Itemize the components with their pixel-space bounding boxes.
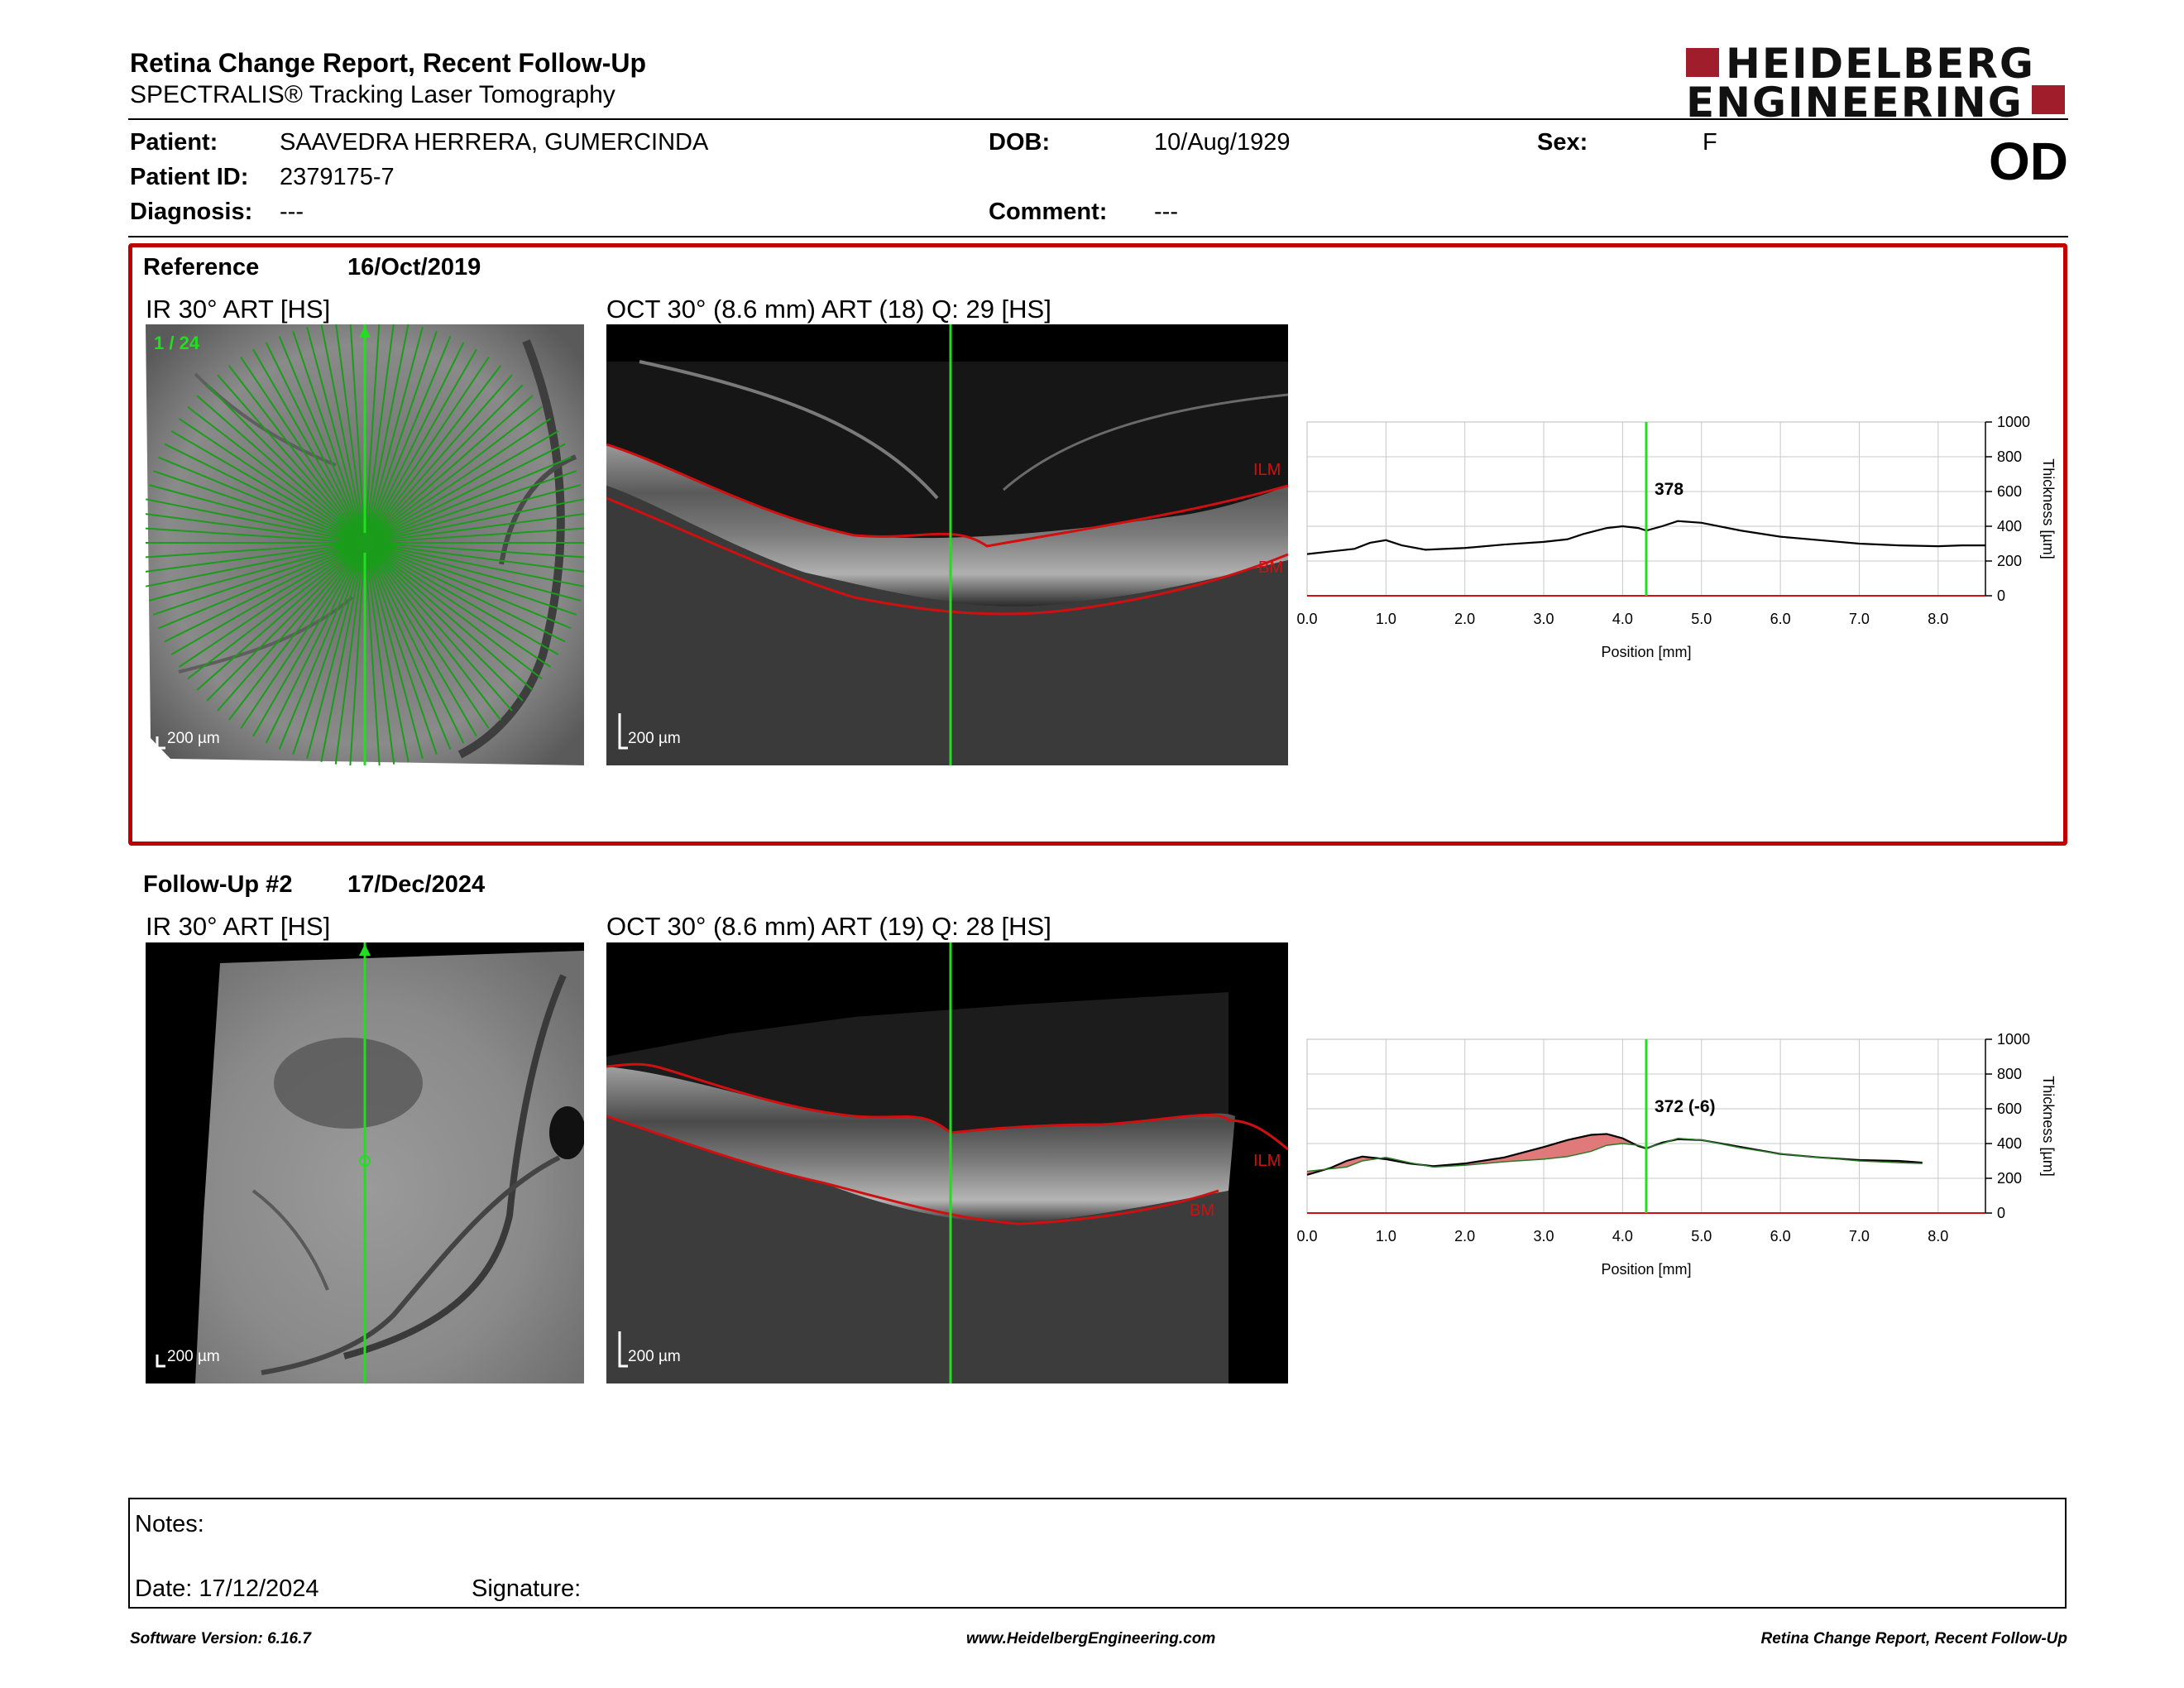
y-tick-label: 0 (1997, 1205, 2005, 1221)
sex-value: F (1703, 129, 1717, 156)
followup-ir-image[interactable]: 200 µm (146, 942, 584, 1383)
notes-label: Notes: (135, 1511, 204, 1537)
x-tick-label: 5.0 (1691, 1228, 1712, 1244)
scale-bar-icon (156, 1355, 165, 1368)
x-tick-label: 2.0 (1454, 611, 1475, 627)
patient-rule (128, 236, 2068, 237)
report-title: Retina Change Report, Recent Follow-Up (130, 48, 647, 78)
notes-box[interactable]: Notes: Date: 17/12/2024 Signature: (128, 1498, 2067, 1609)
x-tick-label: 6.0 (1770, 611, 1791, 627)
y-axis-label: Thickness [µm] (2040, 1076, 2057, 1176)
reference-oct-scale: 200 µm (628, 730, 681, 747)
x-tick-label: 7.0 (1849, 611, 1870, 627)
comment-value: --- (1154, 199, 1178, 225)
footer-version: Software Version: 6.16.7 (130, 1630, 311, 1647)
footer-report-name: Retina Change Report, Recent Follow-Up (1760, 1630, 2067, 1647)
reference-ilm-label: ILM (1253, 461, 1281, 479)
patient-label: Patient: (130, 129, 218, 156)
y-tick-label: 800 (1997, 1066, 2022, 1082)
scale-bar-icon (156, 736, 165, 750)
bm-layer-line (606, 1115, 1219, 1225)
y-tick-label: 1000 (1997, 414, 2030, 430)
notes-date: Date: 17/12/2024 (135, 1575, 319, 1602)
logo-line2: ENGINEERING (1686, 79, 2024, 127)
scan-counter: 1 / 24 (154, 333, 200, 353)
x-axis-label: Position [mm] (1601, 644, 1691, 660)
followup-ir-scale: 200 µm (167, 1348, 220, 1365)
followup-oct-caption: OCT 30° (8.6 mm) ART (19) Q: 28 [HS] (606, 912, 1051, 941)
followup-label: Follow-Up #2 (143, 871, 293, 898)
y-axis-label: Thickness [µm] (2040, 458, 2057, 559)
patient-id-label: Patient ID: (130, 164, 249, 190)
comment-label: Comment: (989, 199, 1108, 225)
followup-ilm-label: ILM (1253, 1152, 1281, 1170)
y-tick-label: 600 (1997, 483, 2022, 500)
thickness-line (1306, 520, 1985, 555)
x-tick-label: 0.0 (1296, 611, 1317, 627)
y-tick-label: 1000 (1997, 1031, 2030, 1048)
reference-thickness-line (1306, 1137, 1923, 1172)
followup-ir-caption: IR 30° ART [HS] (146, 912, 331, 941)
x-axis-label: Position [mm] (1601, 1261, 1691, 1278)
reference-frame (128, 243, 2067, 846)
ilm-layer-line (606, 443, 1288, 548)
followup-oct-image[interactable]: ILM BM 200 µm (606, 942, 1288, 1383)
fovea-marker-icon (359, 1155, 371, 1167)
reference-ir-caption: IR 30° ART [HS] (146, 295, 331, 324)
followup-bm-label: BM (1190, 1201, 1214, 1220)
bm-layer-line (606, 496, 1288, 616)
reference-thickness-chart: 0 200 400 600 800 1000 0.0 1.0 2.0 3.0 4.0 5.0 6.0 7.… (1296, 414, 2057, 660)
header-rule (128, 118, 2068, 120)
report-subtitle: SPECTRALIS® Tracking Laser Tomography (130, 81, 615, 108)
x-tick-label: 8.0 (1928, 611, 1948, 627)
patient-name: SAAVEDRA HERRERA, GUMERCINDA (280, 129, 709, 156)
x-tick-label: 0.0 (1296, 1228, 1317, 1244)
x-tick-label: 7.0 (1849, 1228, 1870, 1244)
diagnosis-value: --- (280, 199, 304, 225)
scale-bar-icon (618, 713, 628, 750)
followup-date: 17/Dec/2024 (347, 871, 486, 898)
dob-value: 10/Aug/1929 (1154, 129, 1291, 156)
patient-id: 2379175-7 (280, 164, 395, 190)
y-tick-label: 200 (1997, 553, 2022, 569)
x-tick-label: 1.0 (1376, 611, 1396, 627)
reference-date: 16/Oct/2019 (347, 254, 481, 281)
followup-thickness-chart: 0 200 400 600 800 1000 0.0 1.0 2.0 3.0 4.0 5.0 6.0 7.… (1296, 1031, 2057, 1278)
reference-ir-scale: 200 µm (167, 730, 220, 747)
y-tick-label: 200 (1997, 1170, 2022, 1187)
x-tick-label: 4.0 (1612, 1228, 1633, 1244)
x-tick-label: 8.0 (1928, 1228, 1948, 1244)
x-tick-label: 6.0 (1770, 1228, 1791, 1244)
diagnosis-label: Diagnosis: (130, 199, 253, 225)
x-tick-label: 2.0 (1454, 1228, 1475, 1244)
reference-oct-caption: OCT 30° (8.6 mm) ART (18) Q: 29 [HS] (606, 295, 1051, 324)
y-tick-label: 400 (1997, 518, 2022, 535)
thickness-change-area (1307, 1134, 1923, 1175)
reference-bm-label: BM (1258, 559, 1283, 577)
x-tick-label: 3.0 (1534, 611, 1554, 627)
scale-bar-icon (618, 1331, 628, 1368)
sex-label: Sex: (1537, 129, 1588, 156)
x-tick-label: 5.0 (1691, 611, 1712, 627)
footer-url[interactable]: www.HeidelbergEngineering.com (966, 1630, 1216, 1647)
marker-value-label: 372 (-6) (1655, 1097, 1716, 1116)
reference-oct-image[interactable]: ILM BM 200 µm (606, 324, 1288, 765)
y-tick-label: 800 (1997, 448, 2022, 465)
y-tick-label: 400 (1997, 1135, 2022, 1152)
eye-od-label: OD (1989, 132, 2068, 191)
x-tick-label: 1.0 (1376, 1228, 1396, 1244)
reference-label: Reference (143, 254, 260, 281)
y-tick-label: 600 (1997, 1101, 2022, 1117)
reference-ir-image[interactable]: 1 / 24 200 µm (146, 324, 584, 765)
logo-line1: HEIDELBERG (1726, 40, 2035, 88)
x-tick-label: 3.0 (1534, 1228, 1554, 1244)
scan-arrow-icon (359, 944, 371, 956)
followup-oct-scale: 200 µm (628, 1348, 681, 1365)
scan-arrow-icon (359, 326, 371, 338)
marker-value-label: 378 (1655, 480, 1684, 499)
dob-label: DOB: (989, 129, 1051, 156)
x-tick-label: 4.0 (1612, 611, 1633, 627)
signature-label: Signature: (472, 1575, 582, 1602)
y-tick-label: 0 (1997, 587, 2005, 604)
